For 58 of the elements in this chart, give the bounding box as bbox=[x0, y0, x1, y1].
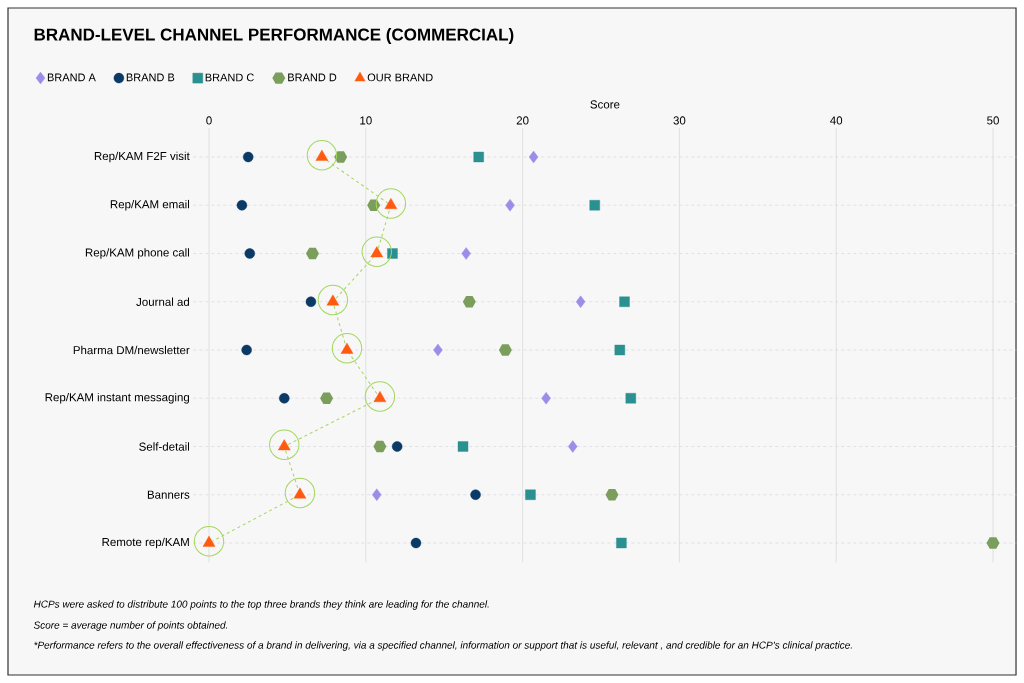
x-tick-label: 40 bbox=[830, 116, 843, 125]
y-tick-label: Banners bbox=[147, 490, 190, 499]
point bbox=[568, 440, 578, 453]
point bbox=[334, 151, 348, 163]
legend-label: BRAND A bbox=[47, 73, 96, 82]
point bbox=[505, 199, 515, 212]
point bbox=[473, 151, 484, 163]
point bbox=[589, 200, 600, 211]
y-tick-label: Rep/KAM F2F visit bbox=[94, 151, 190, 163]
legend-label: BRAND C bbox=[205, 73, 254, 82]
point bbox=[498, 344, 512, 356]
y-tick-label: Journal ad bbox=[136, 297, 190, 306]
y-tick-label: Pharma DM/newsletter bbox=[73, 345, 190, 355]
point bbox=[462, 296, 476, 308]
point bbox=[391, 441, 403, 452]
point bbox=[243, 151, 254, 163]
legend-label: BRAND D bbox=[288, 73, 337, 82]
point bbox=[279, 393, 290, 404]
x-axis-title: Score bbox=[590, 100, 620, 109]
point bbox=[616, 537, 627, 549]
legend-label: OUR BRAND bbox=[367, 73, 433, 82]
point bbox=[986, 537, 1000, 549]
point bbox=[461, 247, 471, 260]
text: Score = average number of points obtained. bbox=[33, 621, 228, 631]
x-tick-label: 0 bbox=[206, 116, 212, 125]
text: *Performance refers to the overall effectiveness of a brand in delivering, via a specified channel, information or support that is useful, relevant , and credible for an HCP’s clinical practice. bbox=[34, 641, 852, 651]
point bbox=[619, 296, 630, 307]
y-tick-label: Self-detail bbox=[139, 442, 190, 451]
y-tick-label: Rep/KAM phone call bbox=[85, 248, 189, 259]
point bbox=[236, 200, 248, 211]
point bbox=[457, 441, 469, 452]
point bbox=[373, 440, 387, 453]
point bbox=[372, 488, 382, 501]
point bbox=[625, 393, 636, 404]
x-tick-label: 20 bbox=[516, 116, 529, 125]
point bbox=[320, 392, 334, 404]
point bbox=[541, 392, 551, 405]
point bbox=[470, 489, 481, 500]
point bbox=[525, 489, 536, 500]
y-tick-label: Remote rep/KAM bbox=[102, 537, 189, 549]
point bbox=[241, 344, 252, 356]
point bbox=[528, 150, 539, 164]
chart-title: BRAND-LEVEL CHANNEL PERFORMANCE (COMMERCIAL) bbox=[34, 28, 514, 44]
point bbox=[614, 344, 626, 356]
y-tick-label: Rep/KAM email bbox=[110, 199, 189, 211]
x-tick-label: 30 bbox=[673, 116, 686, 125]
point bbox=[410, 537, 422, 549]
x-tick-label: 50 bbox=[987, 116, 999, 125]
text: HCPs were asked to distribute 100 points to the top three brands they think are leading for the channel. bbox=[33, 600, 489, 610]
point bbox=[605, 489, 619, 501]
point bbox=[433, 343, 443, 357]
point bbox=[575, 295, 586, 308]
point bbox=[244, 248, 255, 259]
point bbox=[305, 247, 319, 260]
point bbox=[305, 296, 317, 307]
y-tick-label: Rep/KAM instant messaging bbox=[45, 392, 190, 404]
x-tick-label: 10 bbox=[360, 116, 372, 125]
legend-label: BRAND B bbox=[126, 73, 175, 82]
